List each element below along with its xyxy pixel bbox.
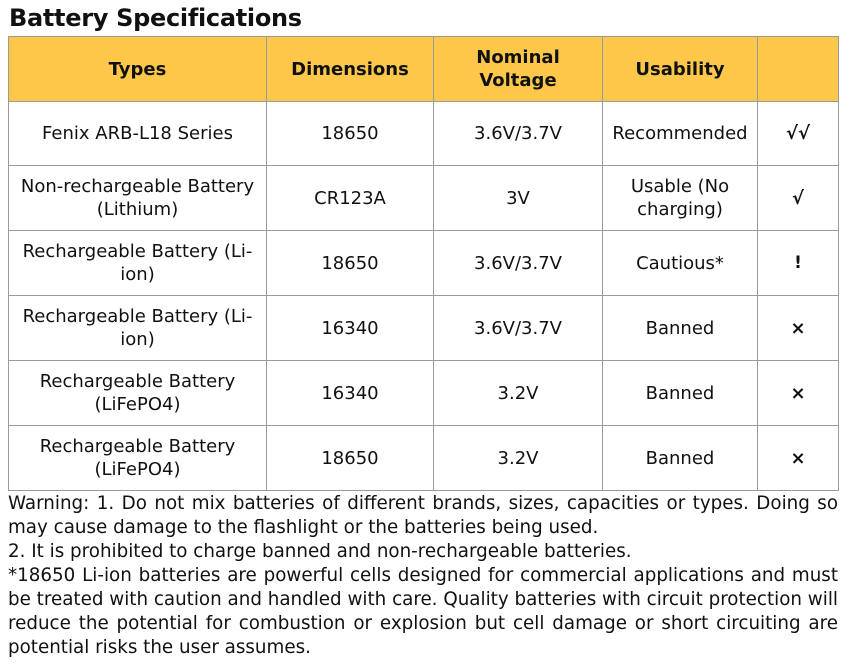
cell-dimensions: 18650 [266,425,434,491]
warning-notes: Warning: 1. Do not mix batteries of diff… [8,492,838,660]
battery-spec-table: Types Dimensions Nominal Voltage Usabili… [8,36,839,491]
cell-usability: Banned [602,425,758,491]
cell-dimensions: 18650 [266,230,434,296]
warning-line-3: *18650 Li-ion batteries are powerful cel… [8,565,838,658]
warning-line-1: Warning: 1. Do not mix batteries of diff… [8,493,838,538]
cell-voltage: 3.2V [433,360,603,426]
cell-usability: Recommended [602,101,758,166]
cell-voltage: 3.6V/3.7V [433,295,603,361]
cell-voltage: 3.6V/3.7V [433,230,603,296]
cell-dimensions: CR123A [266,165,434,231]
warning-line-2: 2. It is prohibited to charge banned and… [8,541,632,562]
table-row: Fenix ARB-L18 Series 18650 3.6V/3.7V Rec… [8,101,839,166]
cell-dimensions: 18650 [266,101,434,166]
cell-usability: Banned [602,295,758,361]
cell-type: Rechargeable Battery (Li-ion) [8,230,267,296]
double-check-icon: √√ [757,101,839,166]
cell-type: Rechargeable Battery (LiFePO4) [8,425,267,491]
cell-usability: Banned [602,360,758,426]
header-usability: Usability [602,36,758,102]
header-nominal-voltage: Nominal Voltage [433,36,603,102]
table-row: Rechargeable Battery (LiFePO4) 16340 3.2… [8,360,839,426]
cell-type: Rechargeable Battery (Li-ion) [8,295,267,361]
exclamation-icon: ! [757,230,839,296]
cell-type: Non-rechargeable Battery (Lithium) [8,165,267,231]
check-icon: √ [757,165,839,231]
cell-usability: Cautious* [602,230,758,296]
table-row: Rechargeable Battery (Li-ion) 18650 3.6V… [8,230,839,296]
header-symbol [757,36,839,102]
cell-voltage: 3.2V [433,425,603,491]
cell-type: Fenix ARB-L18 Series [8,101,267,166]
cell-dimensions: 16340 [266,295,434,361]
table-header-row: Types Dimensions Nominal Voltage Usabili… [8,36,839,102]
cell-type: Rechargeable Battery (LiFePO4) [8,360,267,426]
cross-icon: × [757,295,839,361]
cell-voltage: 3V [433,165,603,231]
table-row: Non-rechargeable Battery (Lithium) CR123… [8,165,839,231]
table-row: Rechargeable Battery (Li-ion) 16340 3.6V… [8,295,839,361]
header-dimensions: Dimensions [266,36,434,102]
cross-icon: × [757,425,839,491]
cross-icon: × [757,360,839,426]
table-row: Rechargeable Battery (LiFePO4) 18650 3.2… [8,425,839,491]
header-types: Types [8,36,267,102]
cell-usability: Usable (No charging) [602,165,758,231]
cell-dimensions: 16340 [266,360,434,426]
page-title: Battery Specifications [9,4,302,32]
cell-voltage: 3.6V/3.7V [433,101,603,166]
